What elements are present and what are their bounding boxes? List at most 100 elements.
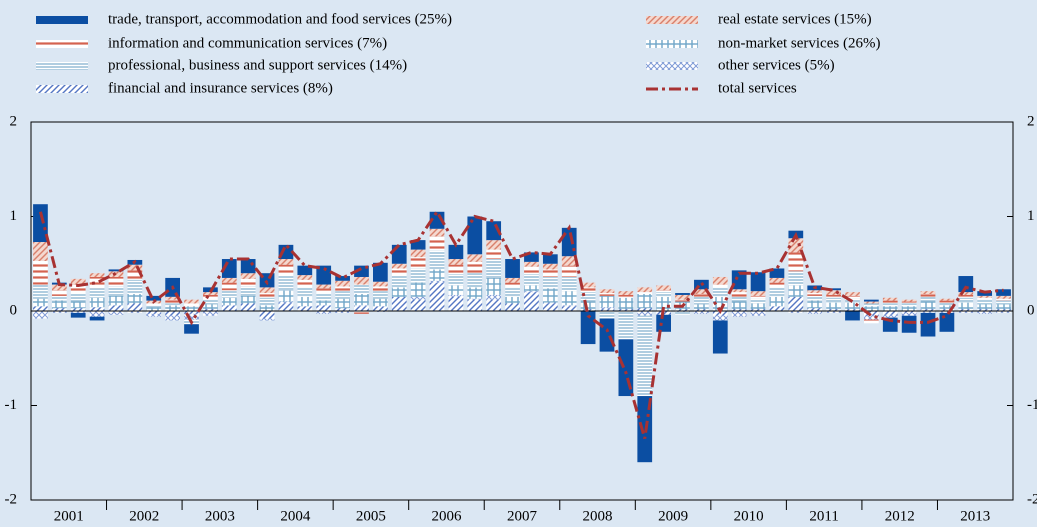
bar-segment [788, 271, 804, 286]
bar-segment [826, 290, 841, 295]
bar-segment [977, 297, 993, 300]
bar-segment [901, 299, 917, 302]
bar-segment [410, 240, 426, 250]
bar-segment [864, 311, 879, 316]
bar-segment [165, 311, 180, 316]
bar-segment [373, 291, 388, 299]
bar-segment [958, 302, 974, 310]
bar-segment [203, 294, 218, 300]
bar-segment [580, 282, 596, 288]
bar-segment [448, 244, 464, 260]
bar-segment [108, 305, 124, 311]
bar-segment [750, 291, 766, 296]
bar-segment [694, 309, 709, 311]
bar-segment [675, 309, 690, 311]
bar-segment [542, 276, 558, 289]
bar-segment [845, 309, 860, 311]
bar-segment [807, 295, 823, 301]
bar-segment [845, 302, 860, 310]
y2-tick-label: 1 [1027, 208, 1035, 224]
legend-swatch [646, 62, 698, 70]
bar-segment [845, 311, 860, 321]
bar-segment [901, 303, 917, 307]
bar-segment [524, 252, 539, 262]
bar-segment [637, 315, 653, 397]
bar-segment [335, 276, 350, 281]
bar-segment [51, 284, 67, 291]
bar-segment [184, 306, 199, 311]
bar-segment [505, 277, 520, 283]
bar-segment [335, 308, 350, 311]
bar-segment [184, 313, 199, 320]
bar-segment [373, 298, 388, 307]
total-line [38, 208, 1004, 439]
bar-segment [694, 304, 709, 310]
bar-segment [127, 279, 143, 294]
bar-segment [335, 298, 350, 309]
bar-segment [70, 301, 86, 309]
bar-segment [410, 249, 426, 258]
bar-segment [750, 298, 766, 304]
bar-segment [203, 311, 218, 316]
bar-segment [146, 311, 162, 314]
bar-segment [656, 285, 671, 291]
bar-segment [240, 273, 256, 279]
bar-segment [524, 261, 539, 267]
y-tick-label: 0 [10, 302, 18, 318]
bar-segment [637, 311, 653, 316]
bar-segment [316, 311, 332, 314]
x-tick-label: 2013 [960, 508, 990, 524]
bar-segment [618, 291, 634, 295]
bar-segment [618, 311, 634, 340]
bar-segment [89, 311, 105, 317]
bar-segment [221, 290, 237, 298]
bar-segment [429, 228, 445, 237]
bar-segment [89, 316, 105, 321]
bar-segment [675, 311, 690, 315]
bar-segment [429, 236, 445, 251]
bar-segment [769, 287, 785, 297]
bar-segment [467, 298, 483, 300]
x-tick-label: 2012 [885, 508, 915, 524]
bar-segment [467, 299, 483, 311]
bar-segment [939, 300, 955, 303]
bar-segment [505, 259, 520, 278]
bar-segment [354, 265, 369, 277]
bar-segment [807, 293, 823, 296]
bar-segment [448, 285, 464, 295]
bar-segment [561, 265, 577, 277]
bar-segment [882, 311, 898, 315]
bar-segment [259, 311, 275, 319]
bar-segment [864, 299, 879, 302]
bar-segment [165, 296, 180, 300]
bar-segment [467, 287, 483, 299]
bar-segment [864, 306, 879, 311]
bar-segment [297, 296, 313, 307]
bar-segment [996, 309, 1011, 311]
legend-label: information and communication services (… [108, 35, 387, 51]
bar-segment [165, 305, 180, 311]
legend-label: non-market services (26%) [718, 35, 880, 51]
bar-segment [51, 308, 67, 311]
bar-segment [788, 285, 804, 297]
x-tick-label: 2004 [280, 508, 311, 524]
bar-segment [259, 305, 275, 311]
bar-segment [901, 315, 917, 333]
bar-segment [675, 294, 690, 300]
legend-label: trade, transport, accommodation and food… [108, 11, 452, 27]
bar-segment [127, 270, 143, 280]
bar-segment [769, 306, 785, 311]
x-tick-label: 2006 [431, 508, 462, 524]
bar-segment [920, 311, 936, 313]
bar-segment [70, 284, 86, 294]
bar-segment [599, 295, 615, 308]
x-tick-label: 2005 [356, 508, 386, 524]
bar-segment [316, 284, 332, 289]
bar-segment [165, 299, 180, 304]
bar-segment [750, 303, 766, 310]
bar-segment [184, 324, 199, 334]
bar-segment [882, 314, 898, 318]
bar-segment [467, 216, 483, 255]
bar-segment [278, 259, 294, 265]
bar-segment [278, 301, 294, 304]
